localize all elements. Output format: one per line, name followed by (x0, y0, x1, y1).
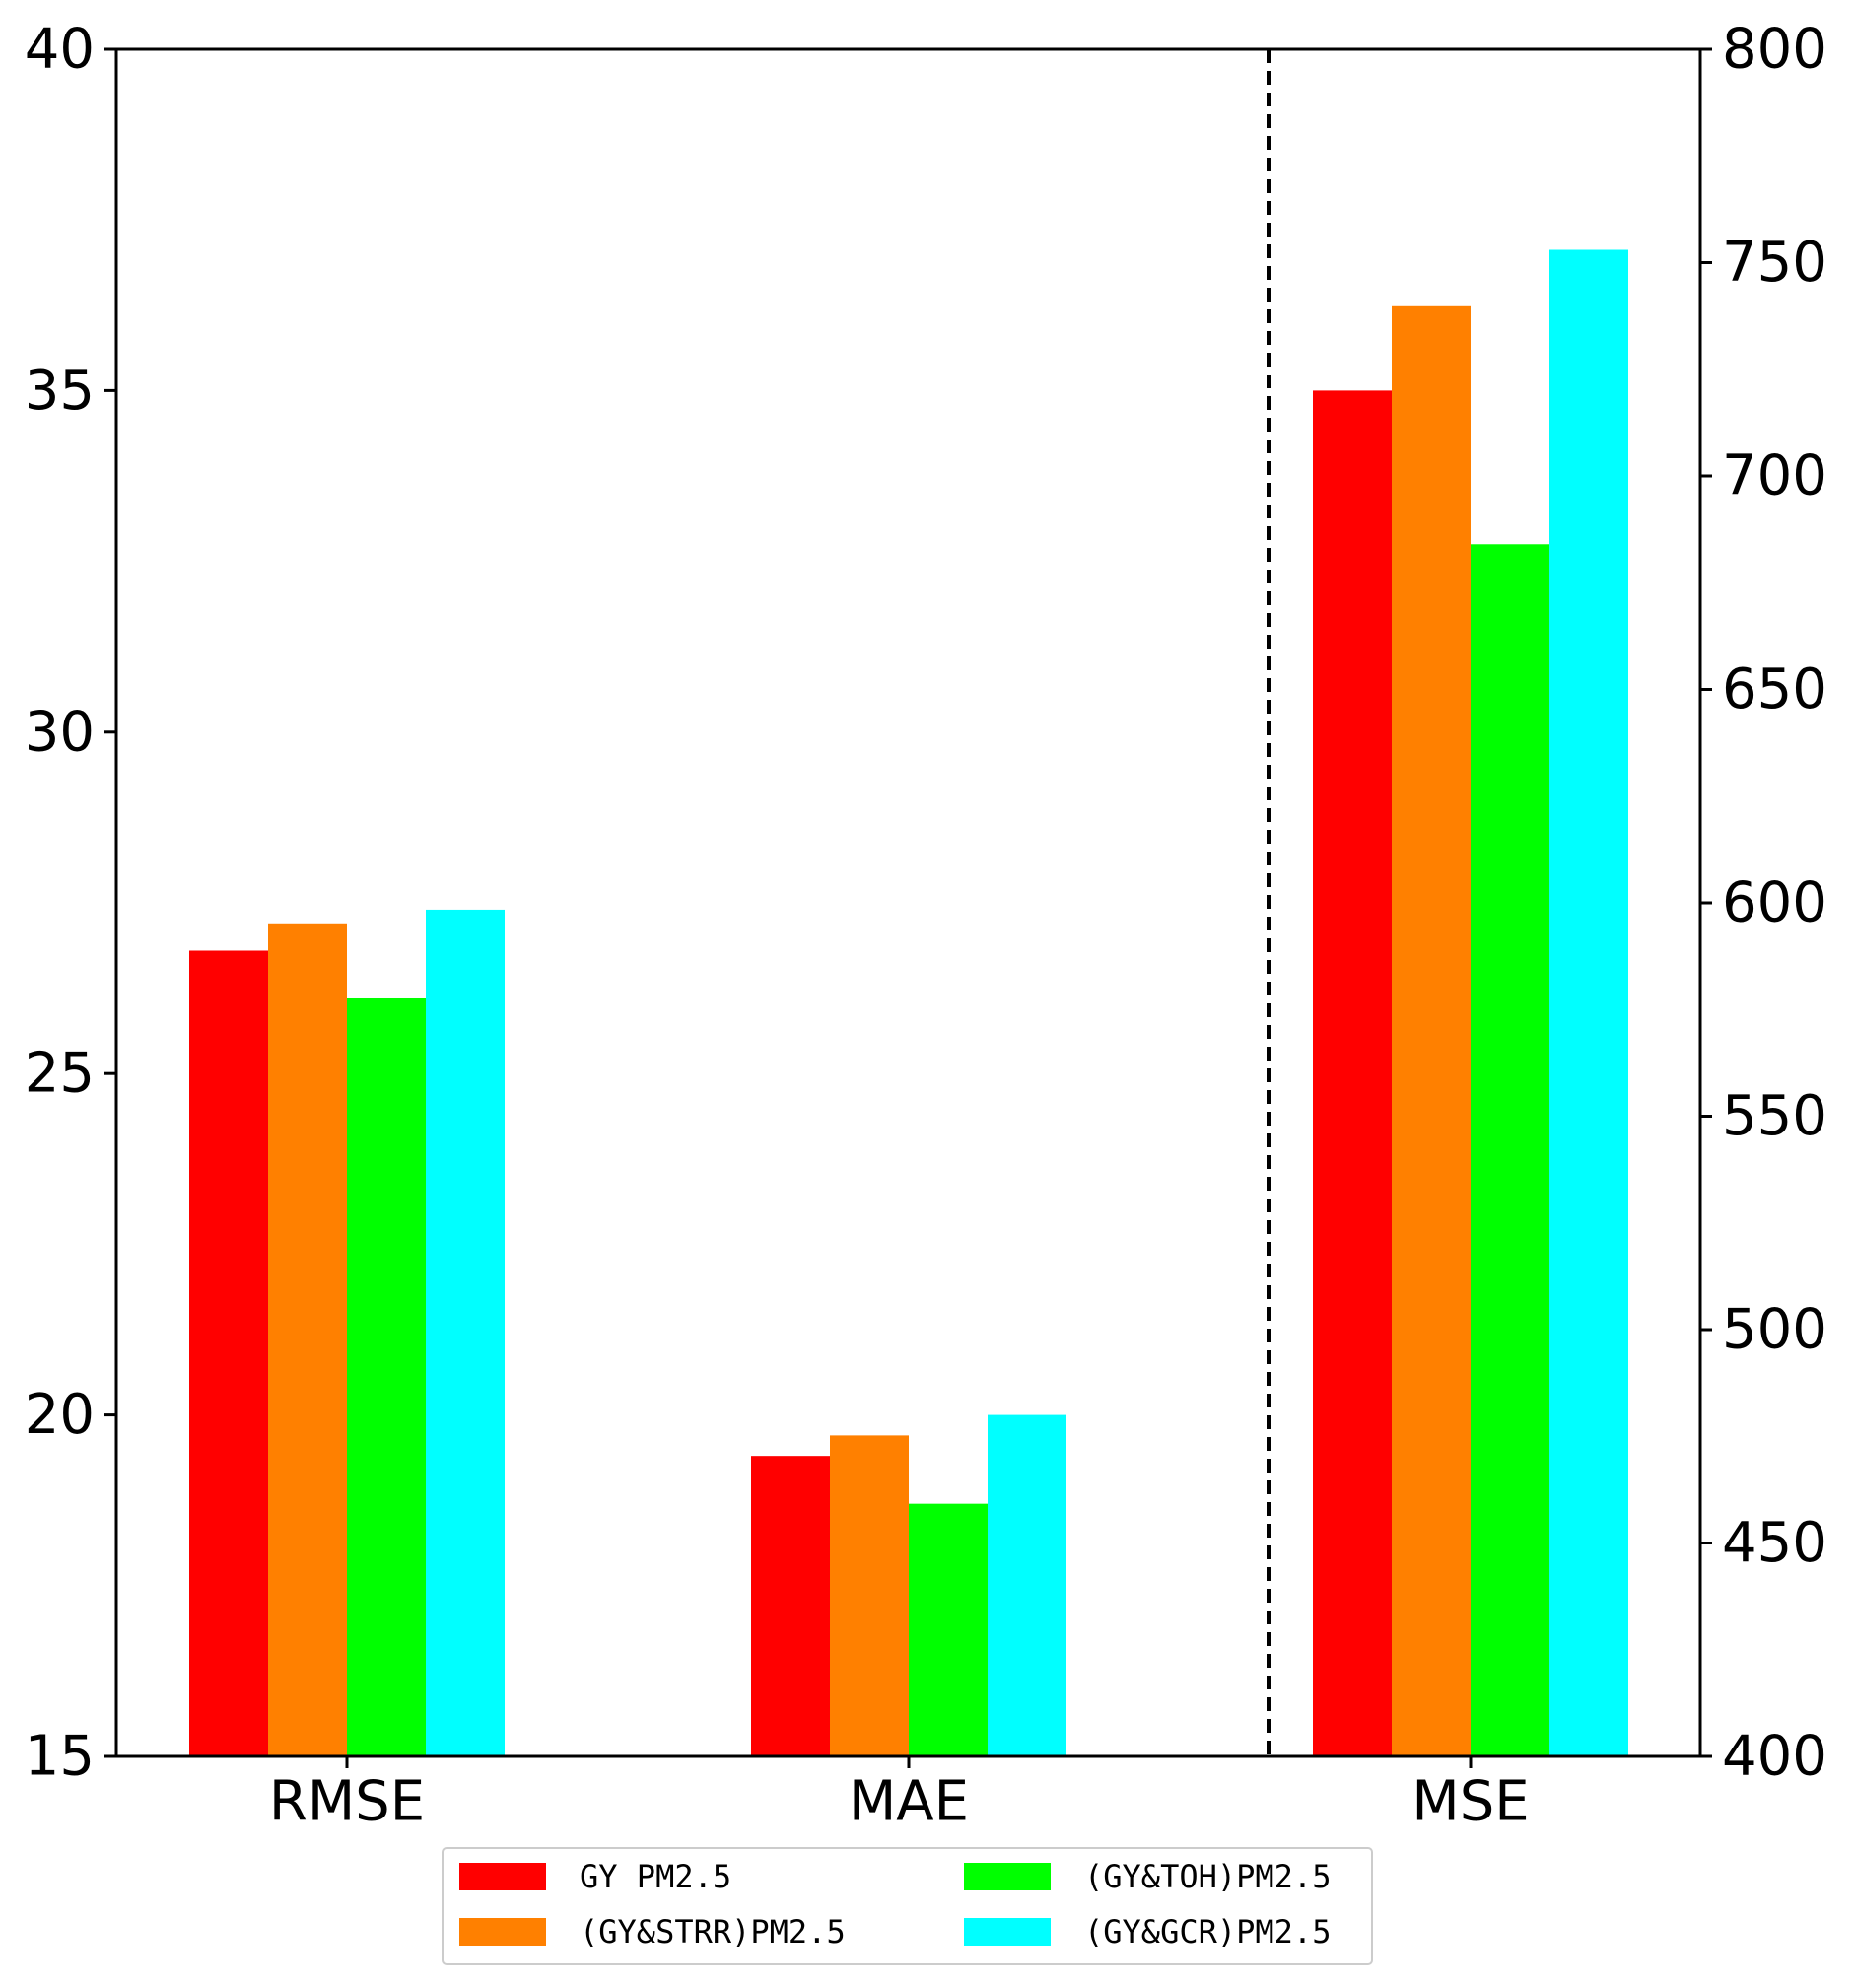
bar-mse-series-1 (1313, 390, 1392, 1756)
right-tick-label: 550 (1722, 1084, 1827, 1148)
left-tick-label: 25 (25, 1042, 95, 1106)
right-tick-label: 750 (1722, 231, 1827, 295)
legend-label: (GY&TOH)PM2.5 (1084, 1858, 1331, 1895)
legend-swatch (459, 1918, 546, 1946)
left-tick-label: 30 (25, 700, 95, 764)
left-y-axis: 15 20 25 30 35 40 (25, 18, 116, 1789)
bar-mse-series-3 (1471, 544, 1549, 1756)
right-tick-label: 450 (1722, 1511, 1827, 1575)
right-tick-label: 600 (1722, 871, 1827, 935)
x-category-label: MAE (849, 1770, 969, 1834)
left-tick-label: 35 (25, 359, 95, 423)
bar-mae-series-2 (830, 1435, 909, 1756)
bars-group (189, 249, 1628, 1756)
bar-mse-series-4 (1549, 249, 1628, 1756)
bar-mse-series-2 (1392, 305, 1471, 1756)
bar-mae-series-3 (909, 1503, 988, 1756)
legend-label: (GY&STRR)PM2.5 (580, 1913, 846, 1951)
bar-rmse-series-2 (268, 923, 347, 1756)
x-category-label: MSE (1411, 1770, 1529, 1834)
bar-rmse-series-4 (426, 909, 505, 1756)
legend-swatch (459, 1863, 546, 1890)
left-tick-label: 20 (25, 1383, 95, 1447)
right-tick-label: 650 (1722, 657, 1827, 721)
right-tick-label: 700 (1722, 445, 1827, 509)
x-category-label: RMSE (269, 1770, 425, 1834)
legend-swatch (964, 1918, 1051, 1946)
right-tick-label: 800 (1722, 18, 1827, 82)
legend-swatch (964, 1863, 1051, 1890)
right-y-axis: 400 450 500 550 600 650 700 750 800 (1700, 18, 1827, 1789)
x-axis: RMSE MAE MSE (269, 1756, 1530, 1834)
legend-label: GY PM2.5 (580, 1858, 731, 1895)
bar-rmse-series-1 (189, 950, 268, 1756)
right-tick-label: 500 (1722, 1298, 1827, 1362)
left-tick-label: 15 (25, 1725, 95, 1789)
legend-box (442, 1847, 1373, 1965)
right-tick-label: 400 (1722, 1725, 1827, 1789)
legend: GY PM2.5 (GY&TOH)PM2.5 (GY&STRR)PM2.5 (GY&G… (442, 1847, 1373, 1965)
left-tick-label: 40 (25, 18, 95, 82)
bar-rmse-series-3 (347, 997, 426, 1756)
legend-label: (GY&GCR)PM2.5 (1084, 1913, 1331, 1951)
bar-mae-series-4 (988, 1414, 1066, 1756)
bar-mae-series-1 (751, 1456, 830, 1756)
